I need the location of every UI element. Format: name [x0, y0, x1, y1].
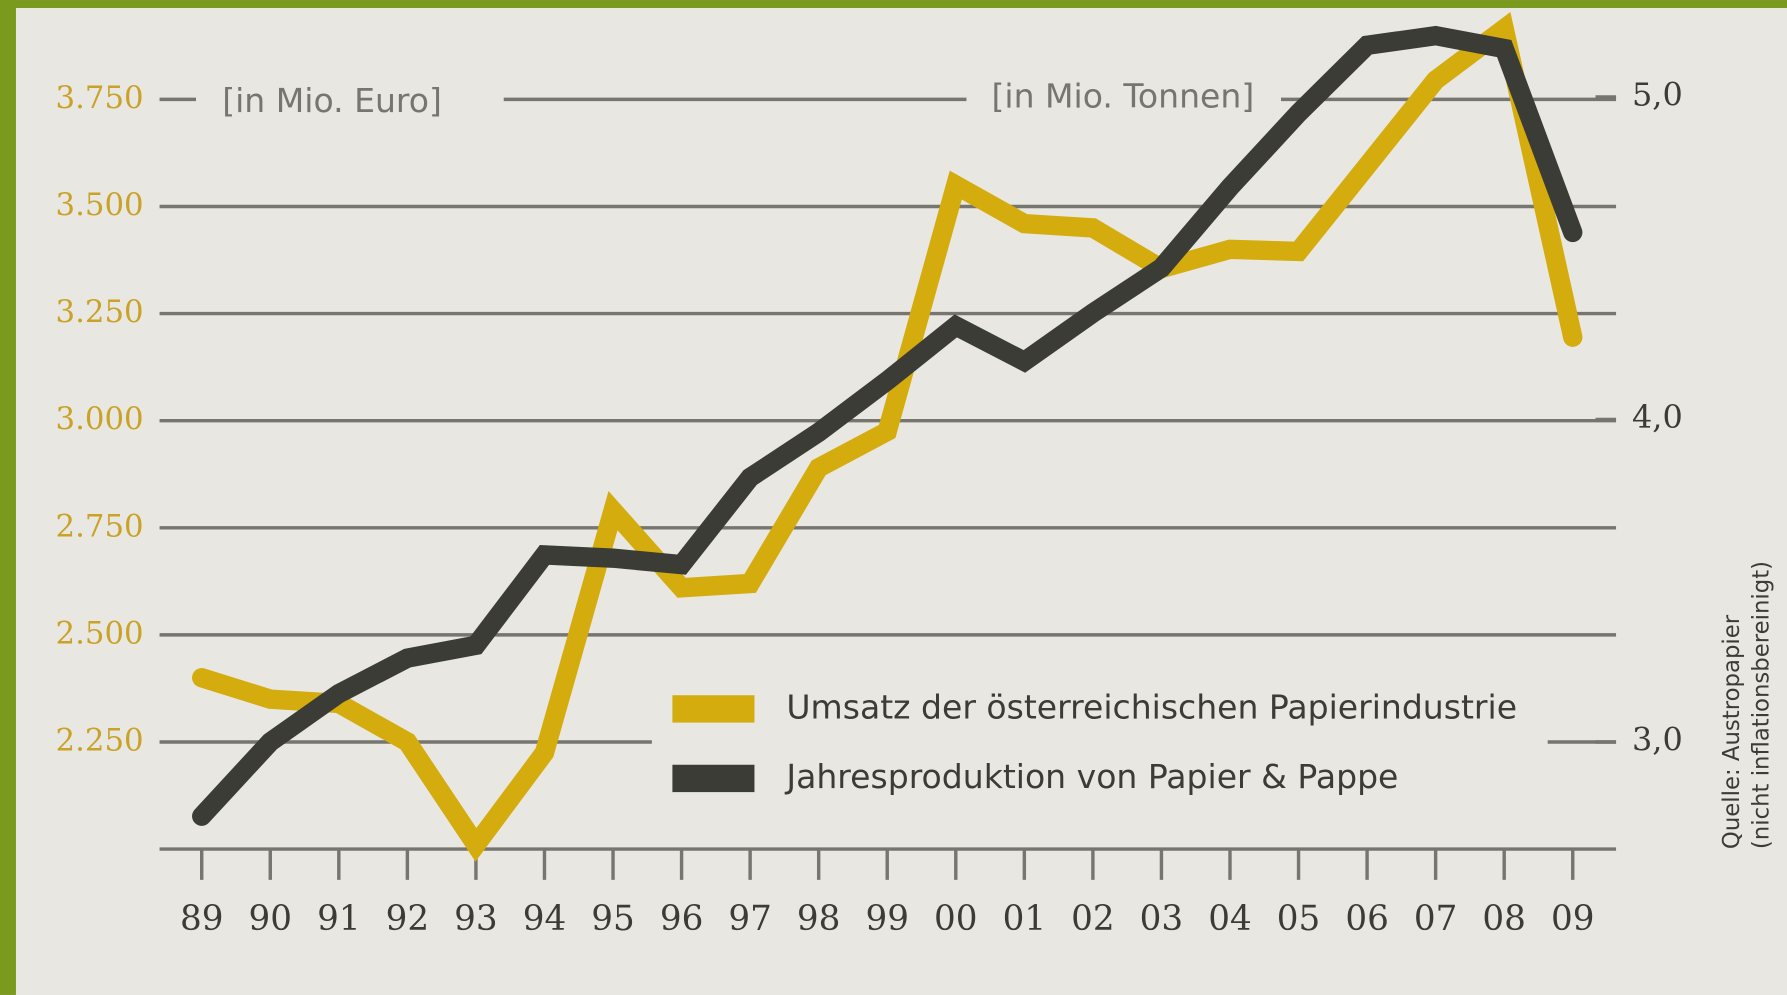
x-tick-label: 97: [728, 899, 772, 939]
x-tick-label: 07: [1414, 899, 1458, 939]
x-tick-label: 92: [386, 899, 430, 939]
x-tick-label: 03: [1140, 899, 1184, 939]
top-border: [0, 0, 1787, 9]
y-tick-label: 2.250: [56, 722, 144, 758]
legend-swatch: [672, 764, 755, 793]
x-tick-label: 91: [317, 899, 361, 939]
x-tick-label: 09: [1551, 899, 1595, 939]
y2-tick-label: 5,0: [1632, 75, 1683, 113]
x-tick-label: 05: [1277, 899, 1321, 939]
x-tick-label: 95: [591, 899, 635, 939]
y-tick-label: 3.250: [56, 294, 144, 330]
annotation-bg: [196, 70, 504, 128]
y2-tick-label: 3,0: [1632, 721, 1683, 759]
legend-bg: [651, 679, 1548, 812]
x-tick-label: 96: [660, 899, 704, 939]
legend-label: Umsatz der österreichischen Papierindust…: [786, 687, 1517, 726]
left-border: [0, 0, 16, 995]
x-tick-label: 98: [797, 899, 841, 939]
x-tick-label: 93: [454, 899, 498, 939]
x-tick-label: 04: [1208, 899, 1252, 939]
x-tick-label: 08: [1482, 899, 1526, 939]
annotation: [in Mio. Tonnen]: [992, 77, 1255, 116]
source: Quelle: Austropapier: [1719, 614, 1745, 849]
x-tick-label: 02: [1071, 899, 1115, 939]
x-tick-label: 01: [1003, 899, 1047, 939]
source: (nicht inflationsbereinigt): [1748, 561, 1774, 849]
y-tick-label: 3.500: [56, 187, 144, 223]
y-tick-label: 2.500: [56, 615, 144, 651]
series-line: [192, 25, 1583, 826]
legend-swatch: [672, 695, 755, 723]
y2-tick-label: 4,0: [1632, 398, 1683, 436]
x-tick-label: 99: [865, 899, 909, 939]
y-tick-label: 3.750: [56, 80, 144, 116]
annotation-bg: [966, 70, 1281, 128]
x-tick-label: 00: [934, 899, 978, 939]
y-tick-label: 2.750: [56, 508, 144, 544]
x-tick-label: 90: [249, 899, 293, 939]
legend-label: Jahresproduktion von Papier & Pappe: [784, 757, 1398, 796]
x-tick-label: 89: [180, 899, 224, 939]
x-tick-label: 06: [1345, 899, 1389, 939]
x-tick-label: 94: [523, 899, 567, 939]
series-line: [192, 11, 1583, 862]
annotation: [in Mio. Euro]: [222, 81, 442, 120]
y-tick-label: 3.000: [56, 401, 144, 437]
